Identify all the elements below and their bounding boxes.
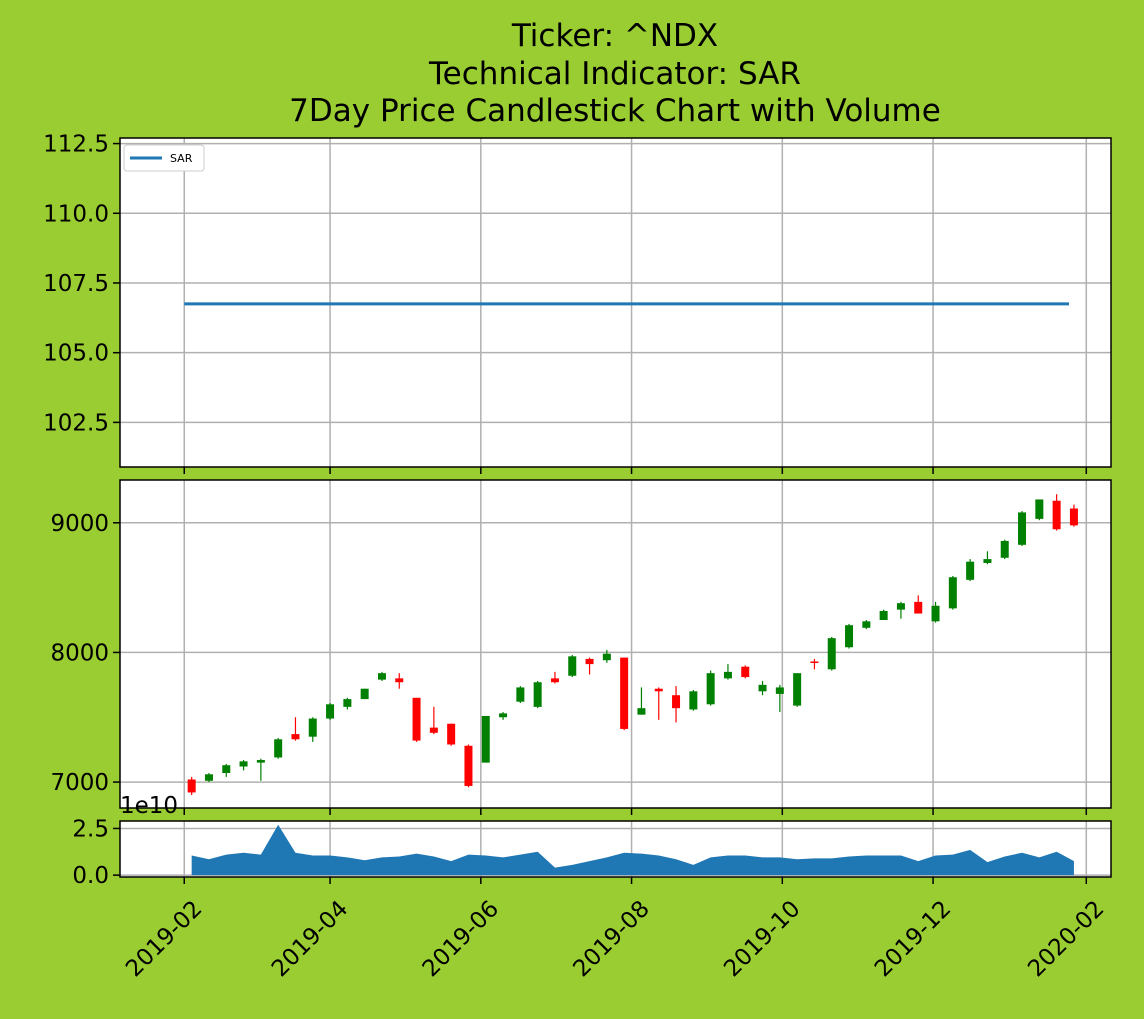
candle-body [931, 605, 940, 622]
candle-body [412, 697, 421, 741]
chart-title-line-2: Technical Indicator: SAR [428, 56, 801, 92]
candle-body [896, 603, 905, 610]
candle-body [862, 621, 871, 628]
candle-body [395, 678, 404, 683]
candle-body [429, 727, 438, 733]
candle-body [637, 708, 646, 715]
sar-ytick-label: 102.5 [43, 410, 109, 436]
chart-title-line-1: Ticker: ^NDX [511, 18, 718, 54]
candle-body [879, 610, 888, 621]
candle-body [291, 734, 300, 740]
candle-body [948, 577, 957, 609]
price-ytick-label: 9000 [50, 511, 109, 537]
candle-body [810, 661, 819, 664]
sar-ytick-label: 110.0 [43, 201, 109, 227]
candle-body [239, 761, 248, 767]
candle-body [654, 688, 663, 692]
sar-ytick-label: 105.0 [43, 341, 109, 367]
candle-body [377, 673, 386, 680]
volume-ytick-label: 0.0 [72, 863, 109, 889]
sar-legend: SAR [123, 144, 205, 172]
price-panel: 7000 8000 9000 [50, 479, 1112, 815]
candle-body [741, 666, 750, 678]
price-ytick-label: 7000 [50, 770, 109, 796]
candle-body [1018, 512, 1027, 545]
legend-sar-label: SAR [170, 152, 193, 165]
candle-body [308, 718, 317, 737]
candle-body [343, 699, 352, 707]
candle-body [447, 723, 456, 745]
candle-body [585, 658, 594, 665]
candle-body [1069, 508, 1078, 526]
candle-body [845, 625, 854, 648]
candle-body [1035, 499, 1044, 519]
candle-body [723, 671, 732, 679]
candle-body [256, 760, 265, 763]
candle-body [568, 656, 577, 676]
candle-body [464, 745, 473, 786]
sar-ytick-label: 107.5 [43, 271, 109, 297]
chart-title-line-3: 7Day Price Candlestick Chart with Volume [289, 93, 941, 129]
candle-body [689, 691, 698, 710]
candle-body [550, 678, 559, 683]
candle-body [516, 687, 525, 702]
candle-body [499, 713, 508, 718]
candle-body [481, 715, 490, 763]
volume-area [191, 824, 1074, 876]
sar-panel-frame [119, 137, 1112, 468]
candle-body [758, 684, 767, 692]
candle-body [775, 687, 784, 694]
candle-body [274, 739, 283, 758]
volume-panel-frame [119, 820, 1112, 878]
candle-body [827, 638, 836, 670]
candle-body [672, 695, 681, 709]
candle-body [533, 682, 542, 707]
price-ytick-label: 8000 [50, 640, 109, 666]
price-plot-area [120, 480, 1111, 808]
sar-panel: 102.5 105.0 107.5 110.0 112.5 [43, 132, 1112, 474]
legend-box [123, 144, 205, 172]
sar-ytick-label: 112.5 [43, 132, 109, 158]
candle-body [793, 673, 802, 706]
candle-body [602, 653, 611, 661]
candle-body [187, 779, 196, 793]
price-panel-frame [119, 479, 1112, 809]
candle-body [1052, 500, 1061, 530]
candle-body [222, 765, 231, 773]
candle-body [914, 601, 923, 614]
candle-body [204, 774, 213, 781]
candle-body [326, 704, 335, 719]
candle-body [1000, 540, 1009, 558]
candle-body [983, 559, 992, 563]
candle-body [620, 657, 629, 729]
candle-body [360, 688, 369, 700]
candle-body [706, 673, 715, 705]
candle-body [966, 561, 975, 580]
volume-offset-label: 1e10 [120, 793, 178, 819]
volume-ytick-label: 2.5 [72, 816, 109, 842]
